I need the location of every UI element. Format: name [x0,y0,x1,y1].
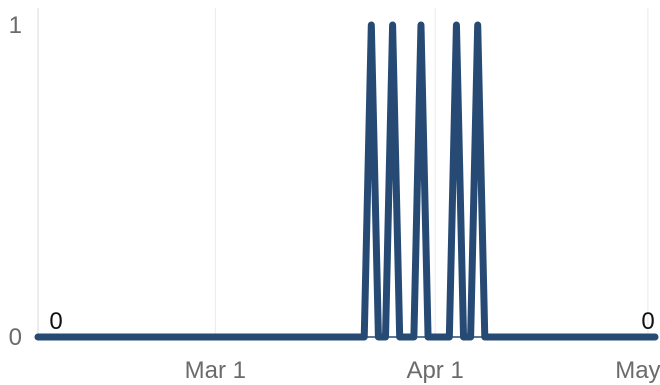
data-label-0: 0 [49,308,62,335]
data-label-1: 0 [641,308,654,335]
axis-layer: 0 1 Mar 1 Apr 1 May 1 [9,8,660,384]
x-tick-label-2: May 1 [615,357,660,384]
y-tick-label-1: 1 [9,12,22,39]
series-layer [34,21,659,341]
x-tick-label-1: Apr 1 [406,357,463,384]
grid-layer [214,8,649,337]
series-line-0 [34,21,659,341]
y-tick-label-0: 0 [9,324,22,351]
x-tick-label-0: Mar 1 [185,357,246,384]
